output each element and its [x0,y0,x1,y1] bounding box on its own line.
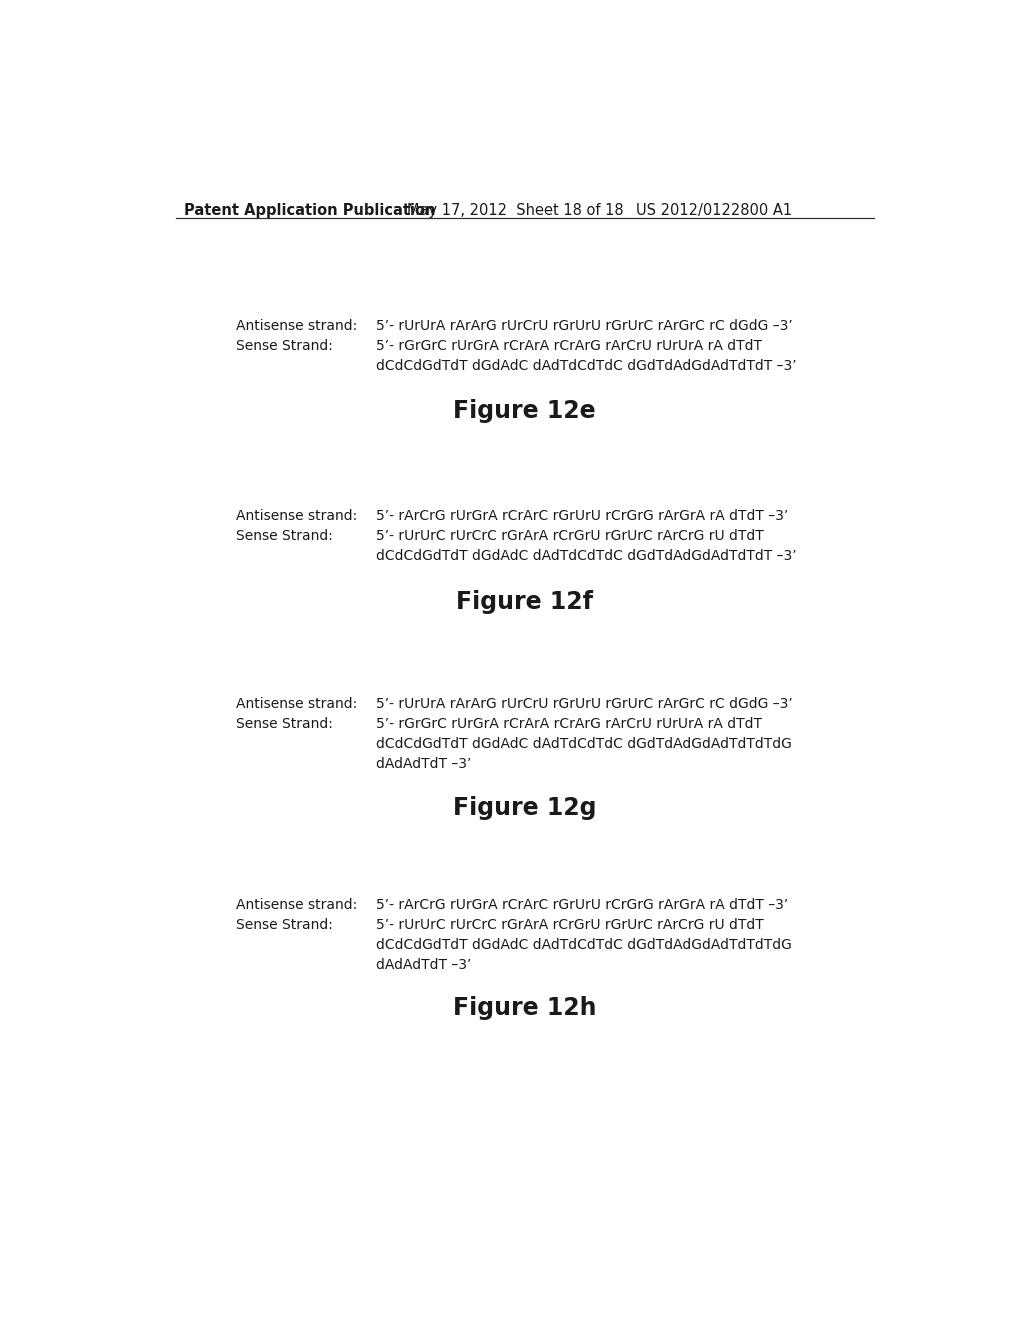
Text: May 17, 2012  Sheet 18 of 18: May 17, 2012 Sheet 18 of 18 [407,203,624,218]
Text: Figure 12f: Figure 12f [457,590,593,614]
Text: 5’- rArCrG rUrGrA rCrArC rGrUrU rCrGrG rArGrA rA dTdT –3’: 5’- rArCrG rUrGrA rCrArC rGrUrU rCrGrG r… [376,898,788,912]
Text: dCdCdGdTdT dGdAdC dAdTdCdTdC dGdTdAdGdAdTdTdT –3’: dCdCdGdTdT dGdAdC dAdTdCdTdC dGdTdAdGdAd… [376,549,797,562]
Text: 5’- rGrGrC rUrGrA rCrArA rCrArG rArCrU rUrUrA rA dTdT: 5’- rGrGrC rUrGrA rCrArA rCrArG rArCrU r… [376,339,762,352]
Text: dCdCdGdTdT dGdAdC dAdTdCdTdC dGdTdAdGdAdTdTdTdG: dCdCdGdTdT dGdAdC dAdTdCdTdC dGdTdAdGdAd… [376,738,792,751]
Text: Sense Strand:: Sense Strand: [237,917,334,932]
Text: Sense Strand:: Sense Strand: [237,718,334,731]
Text: 5’- rArCrG rUrGrA rCrArC rGrUrU rCrGrG rArGrA rA dTdT –3’: 5’- rArCrG rUrGrA rCrArC rGrUrU rCrGrG r… [376,508,788,523]
Text: Antisense strand:: Antisense strand: [237,508,357,523]
Text: 5’- rUrUrC rUrCrC rGrArA rCrGrU rGrUrC rArCrG rU dTdT: 5’- rUrUrC rUrCrC rGrArA rCrGrU rGrUrC r… [376,917,764,932]
Text: dAdAdTdT –3’: dAdAdTdT –3’ [376,758,471,771]
Text: 5’- rUrUrA rArArG rUrCrU rGrUrU rGrUrC rArGrC rC dGdG –3’: 5’- rUrUrA rArArG rUrCrU rGrUrU rGrUrC r… [376,697,793,711]
Text: 5’- rUrUrC rUrCrC rGrArA rCrGrU rGrUrC rArCrG rU dTdT: 5’- rUrUrC rUrCrC rGrArA rCrGrU rGrUrC r… [376,529,764,543]
Text: 5’- rGrGrC rUrGrA rCrArA rCrArG rArCrU rUrUrA rA dTdT: 5’- rGrGrC rUrGrA rCrArA rCrArG rArCrU r… [376,718,762,731]
Text: dAdAdTdT –3’: dAdAdTdT –3’ [376,958,471,972]
Text: Figure 12g: Figure 12g [453,796,597,820]
Text: 5’- rUrUrA rArArG rUrCrU rGrUrU rGrUrC rArGrC rC dGdG –3’: 5’- rUrUrA rArArG rUrCrU rGrUrU rGrUrC r… [376,318,793,333]
Text: Antisense strand:: Antisense strand: [237,318,357,333]
Text: Patent Application Publication: Patent Application Publication [183,203,435,218]
Text: Antisense strand:: Antisense strand: [237,697,357,711]
Text: Figure 12e: Figure 12e [454,400,596,424]
Text: Sense Strand:: Sense Strand: [237,529,334,543]
Text: dCdCdGdTdT dGdAdC dAdTdCdTdC dGdTdAdGdAdTdTdTdG: dCdCdGdTdT dGdAdC dAdTdCdTdC dGdTdAdGdAd… [376,937,792,952]
Text: US 2012/0122800 A1: US 2012/0122800 A1 [636,203,792,218]
Text: Figure 12h: Figure 12h [453,997,597,1020]
Text: Antisense strand:: Antisense strand: [237,898,357,912]
Text: Sense Strand:: Sense Strand: [237,339,334,352]
Text: dCdCdGdTdT dGdAdC dAdTdCdTdC dGdTdAdGdAdTdTdT –3’: dCdCdGdTdT dGdAdC dAdTdCdTdC dGdTdAdGdAd… [376,359,797,372]
